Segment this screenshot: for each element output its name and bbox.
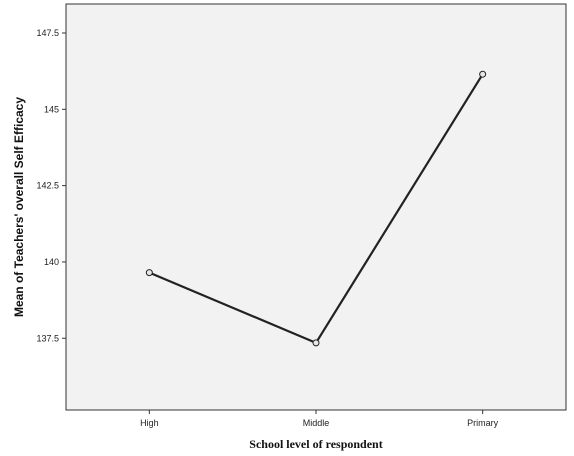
x-tick-label: Primary bbox=[467, 418, 498, 428]
plot-area bbox=[65, 3, 567, 411]
data-point-high bbox=[145, 269, 153, 277]
y-axis-title: Mean of Teachers' overall Self Efficacy bbox=[12, 97, 26, 317]
y-tick-label: 137.5 bbox=[36, 333, 59, 343]
series-layer bbox=[145, 70, 487, 347]
data-point-primary bbox=[479, 70, 487, 78]
x-axis-title: School level of respondent bbox=[249, 437, 382, 451]
x-tick-label: Middle bbox=[303, 418, 330, 428]
y-tick-label: 142.5 bbox=[36, 181, 59, 191]
x-tick-label: High bbox=[140, 418, 159, 428]
y-axis: 137.5 140 142.5 145 147.5 bbox=[36, 28, 66, 343]
x-axis: High Middle Primary bbox=[140, 410, 499, 428]
y-tick-label: 140 bbox=[44, 257, 59, 267]
data-point-middle bbox=[312, 339, 320, 347]
y-tick-label: 145 bbox=[44, 104, 59, 114]
y-tick-label: 147.5 bbox=[36, 28, 59, 38]
